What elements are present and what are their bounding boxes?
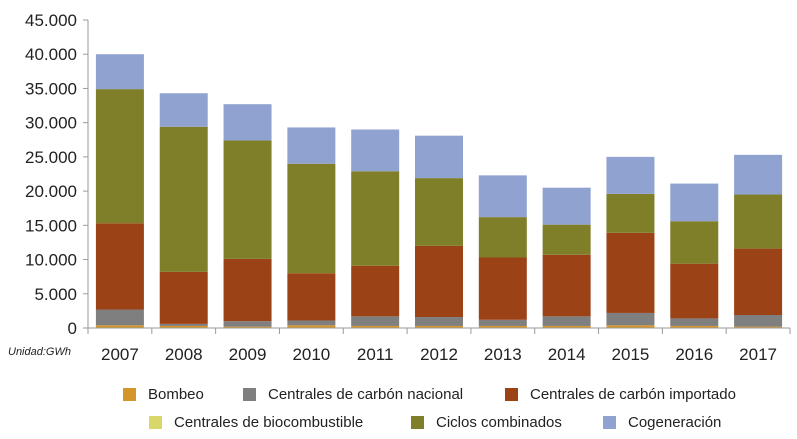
bar-segment — [223, 258, 272, 322]
bar-segment — [351, 265, 400, 317]
bar-segment — [606, 193, 655, 233]
y-tick-label: 25.000 — [25, 148, 77, 167]
bar-segment — [478, 217, 527, 258]
y-tick-label: 0 — [68, 319, 77, 338]
y-tick-label: 35.000 — [25, 79, 77, 98]
bar-segment — [159, 93, 208, 127]
bar-segment — [734, 248, 783, 315]
bar-segment — [95, 325, 144, 328]
bar-segment — [478, 319, 527, 326]
bar-segment — [159, 126, 208, 272]
bar-segment — [670, 263, 719, 319]
x-tick-label: 2007 — [101, 345, 139, 364]
bar-segment — [606, 232, 655, 313]
legend-swatch — [149, 416, 162, 429]
unit-label: Unidad:GWh — [8, 346, 71, 358]
bar-segment — [478, 175, 527, 218]
legend-label: Centrales de carbón importado — [530, 386, 736, 403]
y-tick-label: 45.000 — [25, 11, 77, 30]
bar-segment — [670, 325, 719, 328]
legend-swatch — [603, 416, 616, 429]
bar-segment — [415, 317, 463, 326]
bar-segment — [287, 273, 336, 321]
legend-swatch — [123, 388, 136, 401]
legend-label: Bombeo — [148, 386, 204, 403]
bar-segment — [734, 154, 783, 195]
bars — [95, 54, 783, 328]
bar-segment — [351, 316, 400, 326]
x-tick-label: 2017 — [739, 345, 777, 364]
x-tick-label: 2010 — [292, 345, 330, 364]
legend-item-cogeneracion: Cogeneración — [603, 414, 721, 431]
y-axis: 0 5.000 10.000 15.000 20.000 25.000 30.000 35.0… — [25, 11, 89, 338]
x-tick-label: 2016 — [675, 345, 713, 364]
bar-segment — [223, 140, 272, 259]
bar-segment — [287, 325, 336, 328]
bar-segment — [734, 314, 783, 327]
bar-segment — [606, 156, 655, 194]
bar-segment — [159, 325, 208, 328]
y-tick-label: 40.000 — [25, 45, 77, 64]
bar-segment — [223, 104, 272, 141]
bar-segment — [415, 325, 463, 328]
x-tick-label: 2014 — [548, 345, 586, 364]
bar-segment — [223, 321, 272, 327]
y-tick-label: 10.000 — [25, 251, 77, 270]
legend-item-carbon-importado: Centrales de carbón importado — [505, 386, 736, 403]
y-tick-label: 15.000 — [25, 216, 77, 235]
bar-segment — [159, 323, 208, 326]
x-tick-label: 2008 — [165, 345, 203, 364]
bar-segment — [734, 326, 783, 328]
legend-label: Centrales de biocombustible — [174, 414, 364, 431]
bar-segment — [95, 309, 144, 326]
bar-segment — [159, 271, 208, 324]
bar-segment — [542, 325, 591, 328]
legend-item-carbon-nacional: Centrales de carbón nacional — [243, 386, 463, 403]
bar-segment — [478, 257, 527, 320]
bar-segment — [670, 183, 719, 222]
bar-segment — [670, 318, 719, 326]
bar-segment — [415, 245, 463, 318]
legend-swatch — [505, 388, 518, 401]
legend-label: Ciclos combinados — [436, 414, 562, 431]
bar-segment — [287, 127, 336, 164]
x-tick-label: 2013 — [484, 345, 522, 364]
legend-label: Cogeneración — [628, 414, 722, 431]
stacked-bar-chart: 0 5.000 10.000 15.000 20.000 25.000 30.000 35.0… — [25, 11, 791, 364]
legend-item-ciclos-combinados: Ciclos combinados — [411, 414, 562, 431]
bar-segment — [95, 223, 144, 310]
legend-item-bombeo: Bombeo — [123, 386, 204, 403]
bar-segment — [415, 135, 463, 179]
bar-segment — [670, 221, 719, 264]
bar-segment — [351, 325, 400, 328]
bar-segment — [223, 326, 272, 328]
y-tick-label: 20.000 — [25, 182, 77, 201]
bar-segment — [95, 89, 144, 224]
y-tick-label: 30.000 — [25, 114, 77, 133]
bar-segment — [287, 320, 336, 326]
x-axis: 2007 2008 2009 2010 2011 2012 2013 2014 2015 2016… — [87, 327, 791, 364]
legend-swatch — [411, 416, 424, 429]
bar-segment — [542, 316, 591, 326]
legend-item-biocombustible: Centrales de biocombustible — [149, 414, 363, 431]
bar-segment — [606, 325, 655, 328]
bar-segment — [542, 254, 591, 317]
bar-segment — [542, 187, 591, 225]
legend-label: Centrales de carbón nacional — [268, 386, 464, 403]
bar-segment — [542, 224, 591, 255]
bar-segment — [287, 163, 336, 274]
bar-segment — [351, 171, 400, 266]
bar-segment — [478, 325, 527, 328]
y-tick-label: 5.000 — [34, 285, 77, 304]
bar-segment — [415, 178, 463, 246]
bar-segment — [351, 129, 400, 172]
bar-segment — [95, 54, 144, 90]
x-tick-label: 2011 — [357, 345, 394, 364]
bar-segment — [734, 194, 783, 249]
legend-swatch — [243, 388, 256, 401]
x-tick-label: 2009 — [229, 345, 267, 364]
x-tick-label: 2015 — [612, 345, 650, 364]
x-tick-label: 2012 — [420, 345, 458, 364]
bar-segment — [606, 312, 655, 326]
